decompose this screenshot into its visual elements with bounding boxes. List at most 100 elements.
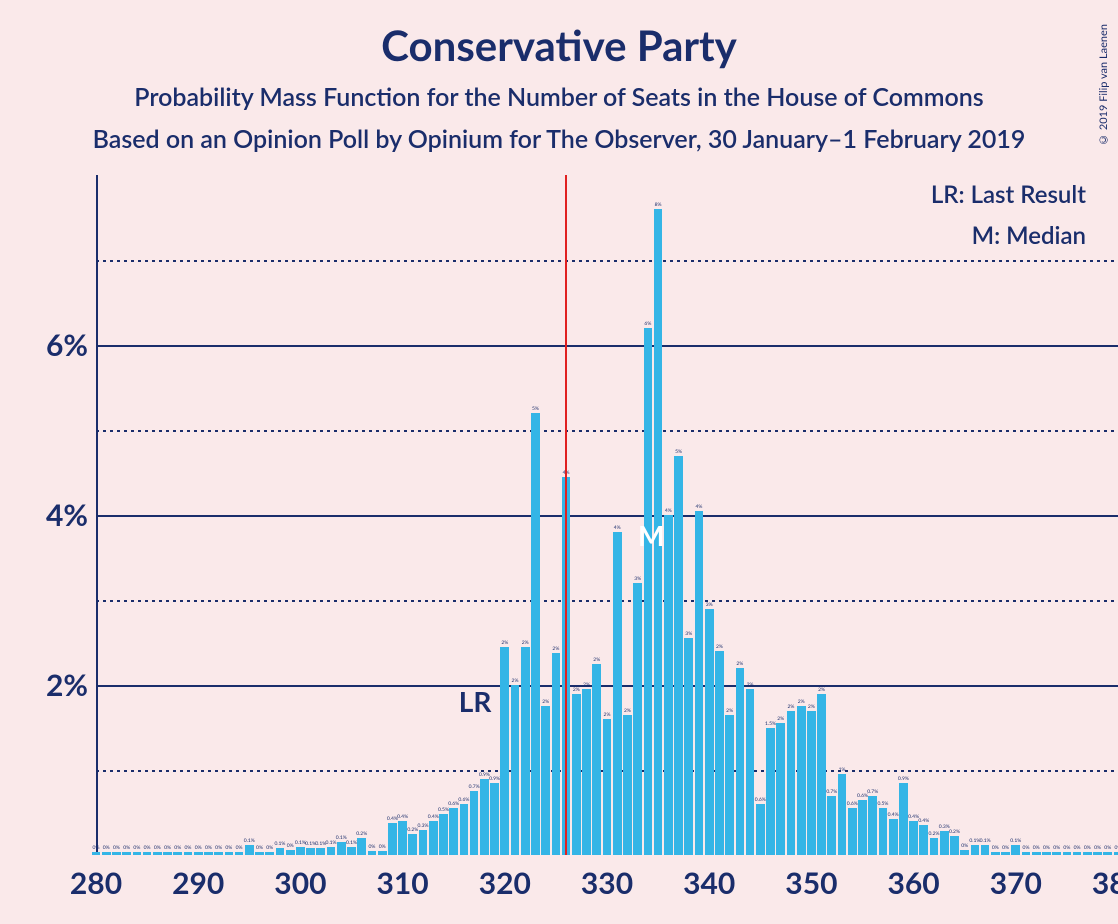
bar: [848, 808, 857, 855]
bar-value-label: 1%: [839, 767, 846, 773]
x-tick-label: 320: [479, 865, 531, 901]
x-axis-labels: 280290300310320330340350360370380: [96, 865, 1118, 905]
bar-value-label: 0%: [1023, 845, 1030, 851]
bar: [102, 852, 111, 855]
bar: [490, 783, 499, 855]
annotation-lr: LR: [459, 684, 492, 718]
bar: [930, 838, 939, 855]
bar: [1042, 852, 1051, 855]
bar: [480, 779, 489, 856]
bar: [950, 836, 959, 855]
bar-value-label: 0%: [215, 845, 222, 851]
bar-value-label: 0%: [992, 845, 999, 851]
bar-value-label: 2%: [808, 704, 815, 710]
bar-value-label: 0.9%: [898, 776, 909, 782]
bar-value-label: 0.3%: [418, 823, 429, 829]
bar-value-label: 3%: [685, 631, 692, 637]
x-tick-label: 300: [274, 865, 326, 901]
bar-value-label: 0%: [164, 845, 171, 851]
bar: [756, 804, 765, 855]
bar-value-label: 0.9%: [489, 776, 500, 782]
bar-value-label: 0.1%: [1010, 838, 1021, 844]
x-tick-label: 290: [172, 865, 224, 901]
bar-value-label: 0%: [225, 845, 232, 851]
bar: [286, 850, 295, 855]
bar-value-label: 0%: [287, 843, 294, 849]
y-tick-label: 4%: [28, 497, 88, 533]
bar-value-label: 2%: [777, 716, 784, 722]
bar: [378, 851, 387, 855]
bar-value-label: 0.1%: [244, 838, 255, 844]
bar-value-label: 4%: [614, 525, 621, 531]
bar: [511, 685, 520, 855]
bar: [695, 511, 704, 855]
bar: [899, 783, 908, 855]
bar-value-label: 2%: [522, 640, 529, 646]
bar-value-label: 0%: [1043, 845, 1050, 851]
bar-value-label: 2%: [747, 682, 754, 688]
chart-plot-area: 2%4%6% 0%0%0%0%0%0%0%0%0%0%0%0%0%0%0%0.1…: [96, 175, 1118, 855]
bar-value-label: 0.7%: [867, 789, 878, 795]
bar: [1083, 852, 1092, 855]
bar-value-label: 5%: [675, 449, 682, 455]
bar: [797, 706, 806, 855]
bar-value-label: 0.4%: [397, 814, 408, 820]
bar-value-label: 0%: [379, 844, 386, 850]
x-tick-label: 380: [1092, 865, 1118, 901]
bar-value-label: 2%: [583, 682, 590, 688]
bar: [1011, 845, 1020, 855]
bar: [746, 689, 755, 855]
bar-value-label: 0%: [1094, 845, 1101, 851]
bar-value-label: 1.5%: [765, 721, 776, 727]
bar-value-label: 2%: [716, 644, 723, 650]
bar-value-label: 0.1%: [274, 841, 285, 847]
bar-value-label: 2%: [726, 708, 733, 714]
bar: [1001, 852, 1010, 855]
x-tick-label: 280: [70, 865, 122, 901]
bar-value-label: 0.2%: [949, 829, 960, 835]
bar: [879, 808, 888, 855]
bar: [1073, 852, 1082, 855]
bar: [1114, 852, 1118, 855]
x-tick-label: 340: [683, 865, 735, 901]
bar: [736, 668, 745, 855]
bar: [429, 821, 438, 855]
bar-value-label: 0.6%: [458, 797, 469, 803]
bar-value-label: 0%: [123, 845, 130, 851]
bar: [347, 847, 356, 856]
bar: [644, 328, 653, 855]
x-tick-label: 350: [785, 865, 837, 901]
bar-value-label: 0%: [1104, 845, 1111, 851]
bar-value-label: 0.2%: [356, 831, 367, 837]
bar: [337, 842, 346, 855]
y-tick-label: 6%: [28, 327, 88, 363]
bar-value-label: 0.7%: [826, 789, 837, 795]
bar: [766, 728, 775, 856]
bar: [909, 821, 918, 855]
bar-value-label: 2%: [542, 699, 549, 705]
bar: [919, 825, 928, 855]
bar: [327, 847, 336, 856]
bar-value-label: 8%: [655, 202, 662, 208]
bar-value-label: 0.5%: [438, 807, 449, 813]
bar-value-label: 0%: [113, 845, 120, 851]
bar: [838, 774, 847, 855]
bar: [889, 819, 898, 855]
x-tick-label: 310: [376, 865, 428, 901]
bar: [531, 413, 540, 855]
bar-value-label: 0%: [133, 845, 140, 851]
y-tick-label: 2%: [28, 667, 88, 703]
bar: [184, 852, 193, 855]
bar: [122, 852, 131, 855]
chart-title: Conservative Party: [0, 20, 1118, 70]
bar-value-label: 0%: [1053, 845, 1060, 851]
bar: [1052, 852, 1061, 855]
bar-value-label: 2%: [573, 687, 580, 693]
bar-value-label: 5%: [532, 406, 539, 412]
bar-value-label: 2%: [818, 687, 825, 693]
bar: [705, 609, 714, 856]
bar: [684, 638, 693, 855]
bar: [1032, 852, 1041, 855]
bar-value-label: 0%: [195, 845, 202, 851]
bar-value-label: 2%: [798, 699, 805, 705]
